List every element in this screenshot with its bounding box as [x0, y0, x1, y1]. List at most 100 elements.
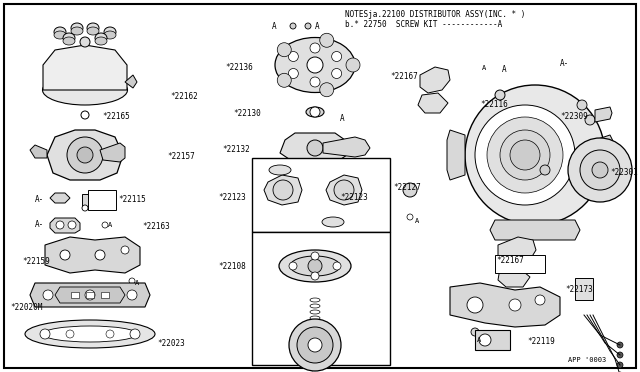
Circle shape: [617, 352, 623, 358]
Circle shape: [540, 165, 550, 175]
Circle shape: [60, 250, 70, 260]
Text: *22163: *22163: [142, 222, 170, 231]
Ellipse shape: [95, 37, 107, 45]
Ellipse shape: [306, 107, 324, 117]
Polygon shape: [47, 130, 123, 180]
Polygon shape: [326, 175, 362, 205]
Circle shape: [592, 162, 608, 178]
Polygon shape: [595, 135, 615, 175]
Polygon shape: [490, 220, 580, 240]
Circle shape: [307, 57, 323, 73]
Circle shape: [297, 327, 333, 363]
Text: *22020M: *22020M: [10, 303, 42, 312]
Circle shape: [289, 68, 298, 78]
Circle shape: [310, 107, 320, 117]
Circle shape: [332, 68, 342, 78]
Circle shape: [80, 37, 90, 47]
Polygon shape: [50, 193, 70, 203]
Circle shape: [580, 150, 620, 190]
Circle shape: [585, 115, 595, 125]
Ellipse shape: [42, 75, 127, 105]
Polygon shape: [43, 45, 127, 90]
Circle shape: [320, 33, 333, 47]
Polygon shape: [264, 175, 302, 205]
Circle shape: [289, 262, 297, 270]
Text: *22167: *22167: [390, 72, 418, 81]
Text: A-: A-: [560, 59, 569, 68]
Bar: [88, 190, 116, 210]
Circle shape: [121, 246, 129, 254]
Ellipse shape: [290, 256, 340, 276]
Text: *22173: *22173: [565, 285, 593, 294]
Circle shape: [129, 278, 135, 284]
Text: *22130: *22130: [233, 109, 260, 118]
Circle shape: [68, 221, 76, 229]
Text: *22162: *22162: [170, 92, 198, 101]
Polygon shape: [498, 237, 536, 267]
Ellipse shape: [63, 37, 75, 45]
Text: *22108: *22108: [218, 262, 246, 271]
Ellipse shape: [54, 31, 66, 39]
Ellipse shape: [87, 23, 99, 33]
Ellipse shape: [104, 27, 116, 37]
Text: *22157: *22157: [167, 152, 195, 161]
Polygon shape: [447, 130, 465, 180]
Bar: [252, 158, 390, 232]
Circle shape: [277, 73, 291, 87]
Text: A: A: [482, 65, 486, 71]
Circle shape: [407, 214, 413, 220]
Polygon shape: [125, 75, 137, 88]
Bar: [71, 292, 79, 298]
Circle shape: [310, 77, 320, 87]
Bar: [575, 278, 593, 300]
Circle shape: [77, 147, 93, 163]
Text: *22301: *22301: [610, 168, 637, 177]
Polygon shape: [100, 143, 125, 162]
Circle shape: [290, 23, 296, 29]
Bar: [86, 292, 94, 298]
Circle shape: [577, 100, 587, 110]
Bar: [101, 292, 109, 298]
Circle shape: [43, 290, 53, 300]
Text: *22123: *22123: [218, 193, 246, 202]
Circle shape: [568, 138, 632, 202]
Circle shape: [487, 117, 563, 193]
Text: A: A: [340, 114, 344, 123]
Circle shape: [307, 140, 323, 156]
Text: *22123: *22123: [340, 193, 368, 202]
Circle shape: [277, 43, 291, 57]
Circle shape: [106, 330, 114, 338]
Text: A: A: [415, 218, 419, 224]
Polygon shape: [55, 287, 125, 303]
Polygon shape: [30, 145, 47, 158]
Circle shape: [95, 250, 105, 260]
Circle shape: [465, 85, 605, 225]
Text: *22309: *22309: [560, 112, 588, 121]
Circle shape: [509, 299, 521, 311]
Ellipse shape: [269, 165, 291, 175]
Text: *22136: *22136: [225, 63, 253, 72]
Circle shape: [308, 259, 322, 273]
Circle shape: [535, 295, 545, 305]
Circle shape: [467, 297, 483, 313]
Bar: [475, 330, 510, 350]
Text: *22132: *22132: [222, 145, 250, 154]
Circle shape: [475, 105, 575, 205]
Circle shape: [81, 111, 89, 119]
Circle shape: [311, 272, 319, 280]
Text: *22159: *22159: [22, 257, 50, 266]
Ellipse shape: [71, 23, 83, 33]
Text: *22127: *22127: [393, 183, 420, 192]
Text: APP '0003: APP '0003: [568, 357, 606, 363]
Circle shape: [67, 137, 103, 173]
Text: b.* 22750  SCREW KIT ------------A: b.* 22750 SCREW KIT ------------A: [345, 20, 502, 29]
Circle shape: [305, 23, 311, 29]
Circle shape: [346, 58, 360, 72]
Polygon shape: [45, 237, 140, 273]
Text: *22116: *22116: [480, 100, 508, 109]
Text: A: A: [315, 22, 319, 31]
Circle shape: [471, 328, 479, 336]
Bar: [495, 255, 545, 273]
Text: A: A: [108, 222, 112, 228]
Polygon shape: [280, 133, 350, 163]
